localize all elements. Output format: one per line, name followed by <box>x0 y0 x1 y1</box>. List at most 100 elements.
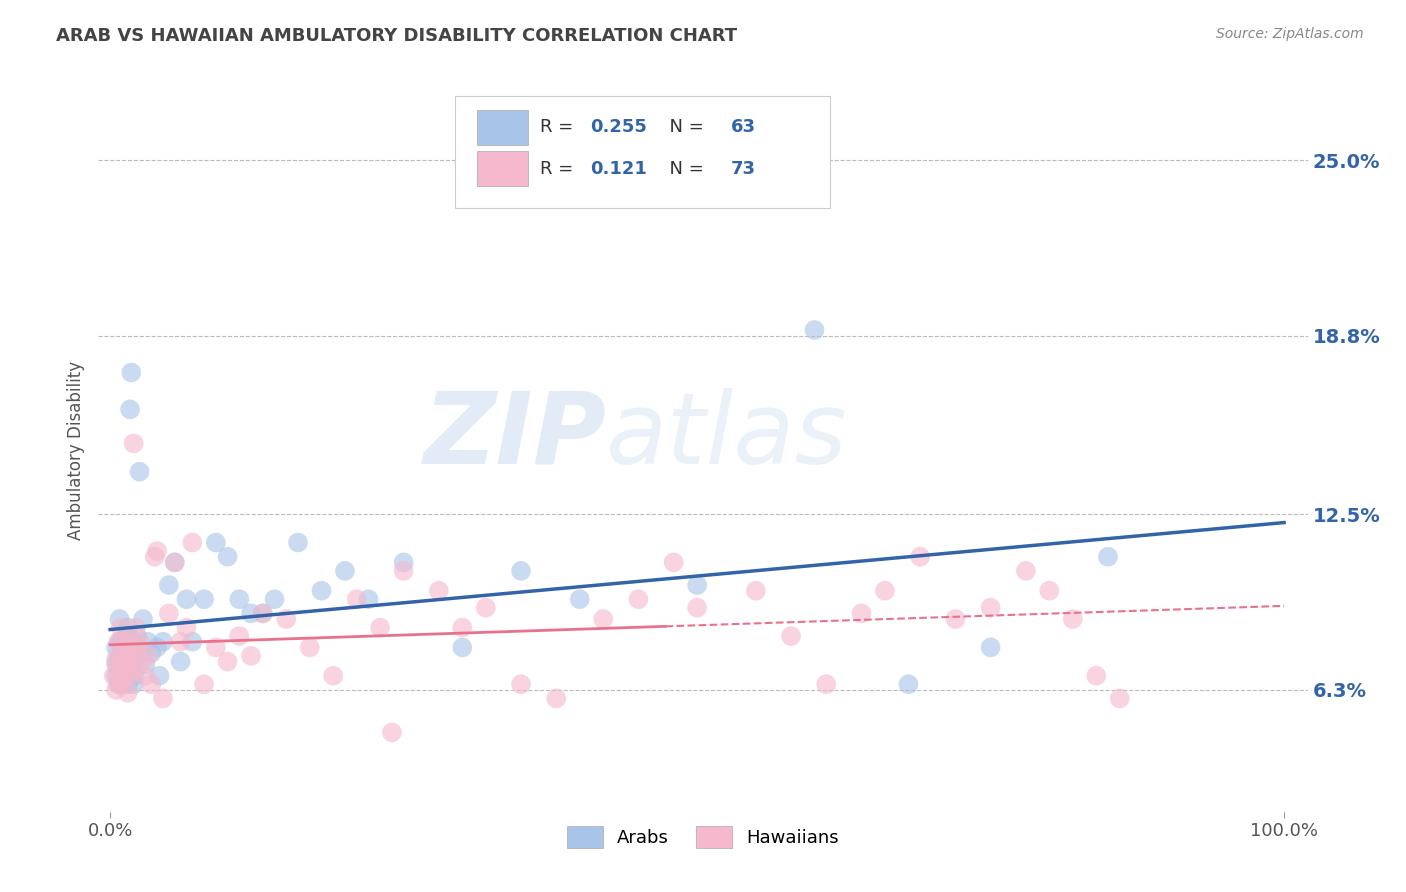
Point <box>176 592 198 607</box>
Text: N =: N = <box>658 119 710 136</box>
Point <box>111 677 134 691</box>
Text: R =: R = <box>540 119 579 136</box>
Point <box>115 669 138 683</box>
Point <box>117 677 139 691</box>
Point <box>686 600 709 615</box>
Point <box>945 612 967 626</box>
Point <box>152 691 174 706</box>
Point <box>427 583 450 598</box>
Point <box>105 655 128 669</box>
Point <box>815 677 838 691</box>
Point <box>851 607 873 621</box>
Point <box>662 555 685 569</box>
Point <box>111 669 134 683</box>
Text: 73: 73 <box>731 160 756 178</box>
Point <box>111 657 134 672</box>
Point <box>157 578 180 592</box>
Text: R =: R = <box>540 160 585 178</box>
Point <box>451 640 474 655</box>
Legend: Arabs, Hawaiians: Arabs, Hawaiians <box>558 817 848 857</box>
FancyBboxPatch shape <box>477 110 527 145</box>
Point <box>980 600 1002 615</box>
Point <box>131 646 153 660</box>
Point <box>120 648 142 663</box>
Point <box>152 634 174 648</box>
Point <box>112 663 135 677</box>
Point <box>105 640 128 655</box>
Point <box>780 629 803 643</box>
Point <box>105 657 128 672</box>
Text: 0.121: 0.121 <box>591 160 647 178</box>
Point <box>252 607 274 621</box>
Point <box>193 677 215 691</box>
Point <box>112 669 135 683</box>
Point <box>546 691 568 706</box>
Point <box>111 677 134 691</box>
Point <box>1097 549 1119 564</box>
Point <box>627 592 650 607</box>
Text: ZIP: ZIP <box>423 387 606 484</box>
Point <box>980 640 1002 655</box>
Point <box>276 612 298 626</box>
Point <box>124 669 146 683</box>
Text: ARAB VS HAWAIIAN AMBULATORY DISABILITY CORRELATION CHART: ARAB VS HAWAIIAN AMBULATORY DISABILITY C… <box>56 27 737 45</box>
Point <box>143 549 166 564</box>
Point <box>392 555 415 569</box>
Point <box>176 621 198 635</box>
Point <box>204 535 226 549</box>
Point <box>346 592 368 607</box>
Point <box>181 634 204 648</box>
Point <box>112 640 135 655</box>
FancyBboxPatch shape <box>456 96 830 209</box>
Point <box>146 640 169 655</box>
Point <box>146 544 169 558</box>
Point <box>510 677 533 691</box>
Point <box>451 621 474 635</box>
Point <box>1108 691 1130 706</box>
Point <box>120 366 142 380</box>
Point <box>105 648 128 663</box>
Point <box>240 648 263 663</box>
Point <box>118 657 141 672</box>
Point <box>134 669 156 683</box>
Point <box>252 607 274 621</box>
Point <box>475 600 498 615</box>
Point <box>108 634 131 648</box>
Point <box>136 648 159 663</box>
Point <box>108 612 131 626</box>
Point <box>131 655 153 669</box>
Point <box>117 634 139 648</box>
Point <box>169 634 191 648</box>
Point <box>333 564 356 578</box>
Point <box>1062 612 1084 626</box>
Point <box>120 669 142 683</box>
FancyBboxPatch shape <box>477 151 527 186</box>
Point <box>228 592 250 607</box>
Point <box>114 655 136 669</box>
Point <box>1015 564 1038 578</box>
Point <box>120 402 142 417</box>
Point <box>117 686 139 700</box>
Point <box>298 640 321 655</box>
Point <box>217 549 239 564</box>
Point <box>228 629 250 643</box>
Point <box>240 607 263 621</box>
Point <box>322 669 344 683</box>
Point <box>111 634 134 648</box>
Point <box>105 669 128 683</box>
Point <box>103 669 125 683</box>
Point <box>510 564 533 578</box>
Point <box>107 669 129 683</box>
Point <box>125 621 148 635</box>
Point <box>132 612 155 626</box>
Text: Source: ZipAtlas.com: Source: ZipAtlas.com <box>1216 27 1364 41</box>
Point <box>105 682 128 697</box>
Text: N =: N = <box>658 160 710 178</box>
Point <box>263 592 285 607</box>
Point <box>897 677 920 691</box>
Point <box>163 555 186 569</box>
Point <box>745 583 768 598</box>
Point <box>122 436 145 450</box>
Point <box>114 629 136 643</box>
Point <box>136 634 159 648</box>
